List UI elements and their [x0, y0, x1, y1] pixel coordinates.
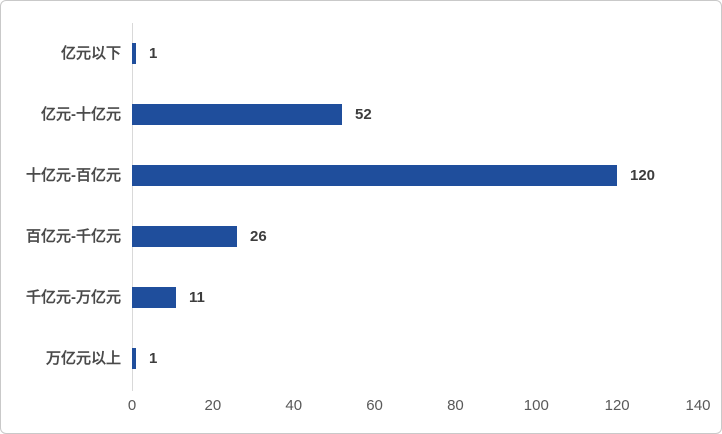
category-label: 十亿元-百亿元 — [26, 167, 121, 184]
category-label: 万亿元以上 — [45, 350, 121, 367]
value-label: 11 — [189, 289, 205, 306]
chart-row: 万亿元以上 1 — [1, 328, 721, 389]
bar — [132, 104, 342, 125]
category-label: 亿元以下 — [60, 45, 121, 62]
chart-row: 亿元-十亿元 52 — [1, 84, 721, 145]
x-axis-tick-label: 60 — [366, 397, 383, 414]
value-label: 26 — [250, 228, 267, 245]
bar — [132, 348, 136, 369]
category-label: 千亿元-万亿元 — [26, 289, 121, 306]
value-label: 52 — [355, 106, 372, 123]
chart-row: 亿元以下 1 — [1, 23, 721, 84]
category-label: 百亿元-千亿元 — [26, 228, 121, 245]
x-axis-tick-label: 120 — [604, 397, 630, 414]
category-label: 亿元-十亿元 — [41, 106, 121, 123]
value-label: 120 — [630, 167, 656, 184]
chart-row: 百亿元-千亿元 26 — [1, 206, 721, 267]
value-label: 1 — [149, 45, 158, 62]
x-axis-tick-label: 140 — [685, 397, 711, 414]
bar — [132, 165, 617, 186]
value-label: 1 — [149, 350, 158, 367]
x-axis-tick-label: 80 — [447, 397, 464, 414]
x-axis-tick-label: 20 — [204, 397, 222, 414]
chart-row: 十亿元-百亿元 120 — [1, 145, 721, 206]
y-axis-line — [132, 23, 133, 391]
x-axis-tick-label: 40 — [285, 397, 303, 414]
chart-row: 千亿元-万亿元 11 — [1, 267, 721, 328]
x-axis-tick-label: 0 — [127, 397, 137, 414]
bar — [132, 287, 176, 308]
bar — [132, 43, 136, 64]
bar — [132, 226, 237, 247]
x-axis-tick-label: 100 — [523, 397, 549, 414]
